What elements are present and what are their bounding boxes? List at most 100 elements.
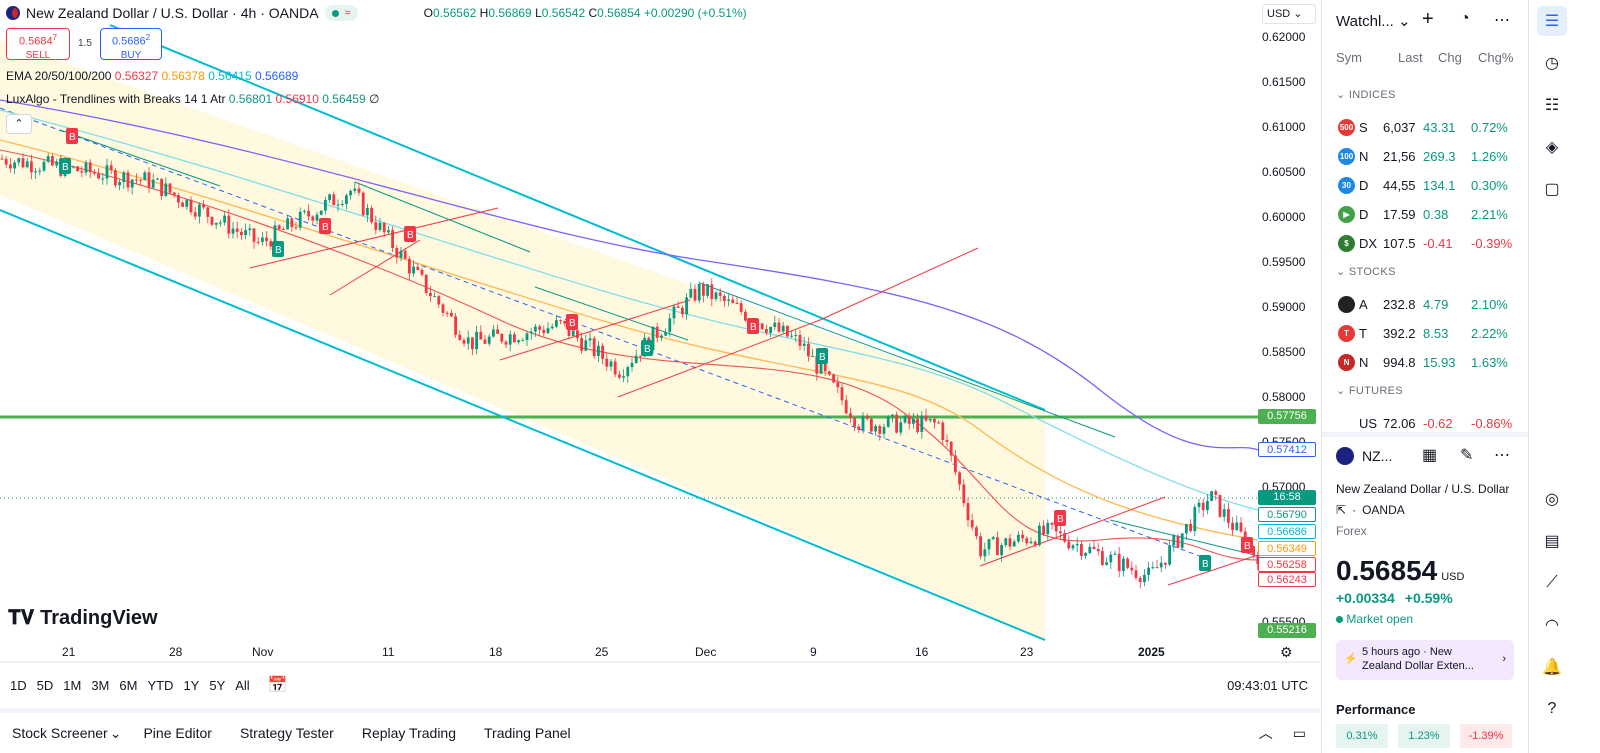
candle-body [1227, 509, 1230, 523]
watchlist-row[interactable]: US 72.06 -0.62 -0.86% [1322, 409, 1529, 437]
grid-icon[interactable]: ▦ [1422, 447, 1438, 464]
symbol-title[interactable]: New Zealand Dollar / U.S. Dollar · 4h · … [26, 5, 319, 21]
price-label: 0.56258 [1258, 557, 1316, 572]
price-chart[interactable]: B B B B B B B B B B B B [0, 0, 1320, 682]
signal-marker-label: B [69, 132, 76, 143]
candle-body [815, 355, 819, 374]
candle-body [1159, 562, 1163, 568]
collapse-legend-button[interactable]: ⌃ [6, 114, 32, 134]
tab-replay-trading[interactable]: Replay Trading [361, 725, 457, 741]
col-chg[interactable]: Chg [1438, 50, 1462, 65]
ema50-value: 0.56378 [161, 69, 205, 83]
help-icon[interactable]: ? [1547, 700, 1557, 717]
candle-body [55, 161, 58, 166]
target-icon[interactable]: ◎ [1545, 491, 1559, 508]
watchlist-row[interactable]: N N 994.8 15.93 1.63% [1322, 348, 1529, 376]
candle-body [181, 202, 184, 207]
bell-icon[interactable]: 🔔 [1542, 659, 1562, 676]
buy-button[interactable]: 0.56862 BUY [100, 28, 162, 61]
calendar-icon[interactable]: ▤ [1544, 533, 1560, 550]
tf-6m[interactable]: 6M [119, 677, 138, 693]
candle-body [1084, 552, 1087, 556]
candle-body [370, 207, 373, 223]
sell-button[interactable]: 0.56847 SELL [6, 28, 70, 61]
candle-body [332, 194, 336, 206]
maximize-icon[interactable]: ▭ [1292, 724, 1306, 741]
details-exchange[interactable]: ⇱ · OANDA [1336, 503, 1405, 517]
watchlist-row[interactable]: ▶ D 17.59 0.38 2.21% [1322, 200, 1529, 228]
tf-all[interactable]: All [235, 677, 250, 693]
more-icon[interactable]: ⋯ [1494, 447, 1510, 464]
tf-ytd[interactable]: YTD [147, 677, 174, 693]
more-icon[interactable]: ⋯ [1494, 12, 1510, 29]
advanced-view-icon[interactable]: ◔ [1460, 10, 1470, 27]
utc-clock[interactable]: 09:43:01 UTC [1227, 677, 1308, 693]
row-symbol: US [1359, 415, 1378, 431]
candle-body [958, 472, 961, 485]
calendar-range-icon[interactable]: 📅 [267, 677, 288, 694]
col-last[interactable]: Last [1398, 50, 1423, 65]
watchlist-icon[interactable]: ☰ [1537, 6, 1567, 36]
luxalgo-legend[interactable]: LuxAlgo - Trendlines with Breaks 14 1 At… [6, 92, 379, 106]
candle-body [13, 162, 16, 169]
candle-body [891, 414, 894, 417]
currency-select[interactable]: USD ⌄ [1262, 4, 1316, 24]
candle-body [672, 306, 676, 319]
settings-gear-icon[interactable]: ⚙ [1280, 644, 1293, 660]
watchlist-section[interactable]: ⌄ STOCKS [1336, 266, 1396, 278]
candle-body [1025, 538, 1029, 544]
price-label: 0.57756 [1258, 409, 1316, 424]
candle-body [1000, 545, 1003, 556]
tab-strategy-tester[interactable]: Strategy Tester [239, 725, 334, 741]
watchlist-row[interactable]: 500 S 6,037 43.31 0.72% [1322, 113, 1529, 141]
candle-body [21, 158, 25, 168]
watchlist-row[interactable]: $ DX 107.5 -0.41 -0.39% [1322, 229, 1529, 257]
candle-body [529, 331, 533, 334]
candle-body [1185, 523, 1188, 534]
add-symbol-icon[interactable]: + [1422, 8, 1434, 30]
add-list-icon[interactable]: ☷ [1544, 97, 1560, 114]
perf-tile[interactable]: 1.23% [1398, 724, 1450, 748]
watchlist-title[interactable]: Watchl... ⌄ [1336, 13, 1411, 30]
alerts-clock-icon[interactable]: ◷ [1545, 55, 1559, 72]
pencil-chart-icon[interactable]: ⟋ [1546, 574, 1558, 591]
watchlist-row[interactable]: T T 392.2 8.53 2.22% [1322, 319, 1529, 347]
tab-pine-editor[interactable]: Pine Editor [143, 725, 212, 741]
chevron-up-icon[interactable]: ︿ [1258, 725, 1273, 741]
candle-body [1008, 538, 1012, 547]
symbol-details-header[interactable]: NZ... [1336, 447, 1392, 465]
candle-body [849, 413, 852, 419]
perf-tile[interactable]: -1.39% [1460, 724, 1512, 748]
watchlist-row[interactable]: A 232.8 4.79 2.10% [1322, 290, 1529, 318]
ema-legend[interactable]: EMA 20/50/100/200 0.56327 0.56378 0.5641… [6, 69, 298, 83]
candle-body [1042, 525, 1045, 535]
chevron-down-icon[interactable]: ⌄ [109, 724, 122, 741]
chart-area[interactable]: B B B B B B B B B B B B New Zealand Dollar / U.S. D… [0, 0, 1346, 682]
tab-trading-panel[interactable]: Trading Panel [484, 725, 571, 741]
tf-1d[interactable]: 1D [10, 677, 27, 693]
perf-tile[interactable]: 0.31% [1336, 724, 1388, 748]
news-card[interactable]: ⚡ 5 hours ago · New Zealand Dollar Exten… [1336, 640, 1514, 680]
watchlist-section[interactable]: ⌄ FUTURES [1336, 385, 1403, 397]
col-chgp[interactable]: Chg% [1478, 50, 1514, 65]
col-sym[interactable]: Sym [1336, 50, 1362, 65]
tab-stock-screener[interactable]: Stock Screener [12, 725, 108, 741]
watchlist-row[interactable]: 100 N 21,56 269.3 1.26% [1322, 142, 1529, 170]
tf-5y[interactable]: 5Y [209, 677, 226, 693]
candle-body [219, 222, 222, 224]
candle-body [1155, 567, 1159, 569]
tf-5d[interactable]: 5D [36, 677, 54, 693]
tf-1y[interactable]: 1Y [183, 677, 200, 693]
chat-icon[interactable]: ▢ [1544, 181, 1560, 198]
watchlist-section[interactable]: ⌄ INDICES [1336, 89, 1396, 101]
watchlist-row[interactable]: 30 D 44,55 134.1 0.30% [1322, 171, 1529, 199]
tf-3m[interactable]: 3M [91, 677, 110, 693]
market-status-pill[interactable]: ≈ [324, 5, 358, 21]
row-change: 134.1 [1423, 177, 1456, 193]
layers-icon[interactable]: ◈ [1545, 139, 1559, 156]
signal-marker [59, 158, 71, 174]
tf-1m[interactable]: 1M [63, 677, 82, 693]
signal-icon[interactable]: ◠ [1545, 617, 1559, 634]
edit-icon[interactable]: ✎ [1460, 447, 1474, 464]
candle-body [878, 426, 882, 434]
